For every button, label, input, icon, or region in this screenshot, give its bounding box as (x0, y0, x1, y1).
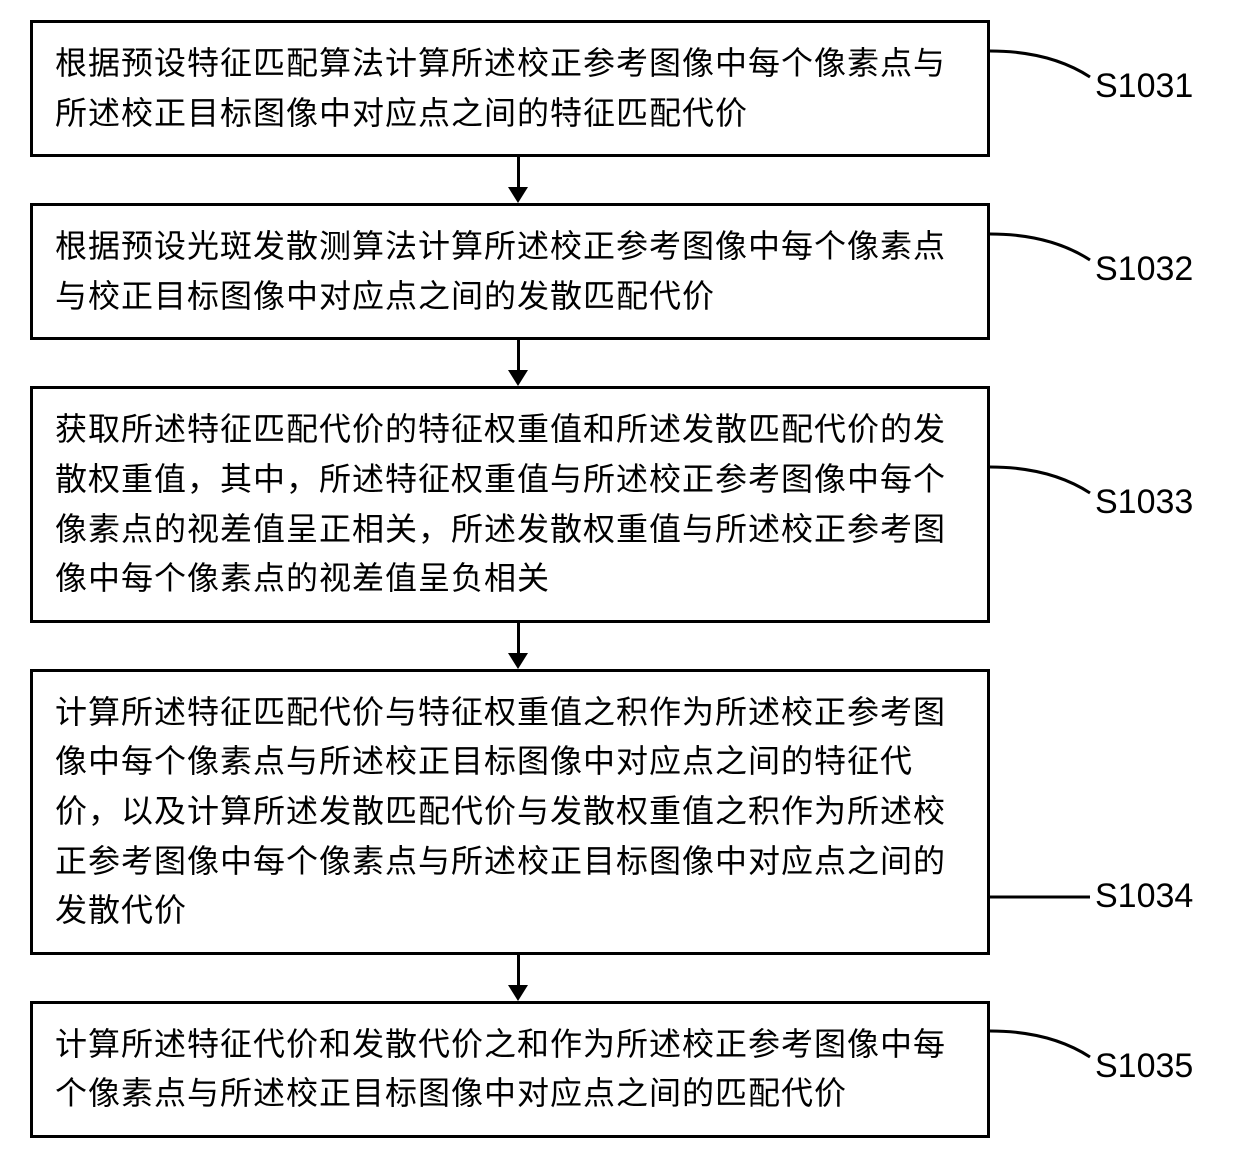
arrow-line (517, 623, 520, 653)
step-box-4: 计算所述特征匹配代价与特征权重值之积作为所述校正参考图像中每个像素点与所述校正目… (30, 669, 990, 955)
connector-area-2: S1032 (990, 232, 1210, 312)
flowchart-container: 根据预设特征匹配算法计算所述校正参考图像中每个像素点与所述校正目标图像中对应点之… (30, 20, 1210, 1138)
arrow-line (517, 157, 520, 187)
step-label-1: S1031 (1095, 67, 1193, 106)
arrow-head-icon (508, 653, 528, 669)
step-box-5: 计算所述特征代价和发散代价之和作为所述校正参考图像中每个像素点与所述校正目标图像… (30, 1001, 990, 1138)
arrow-line (517, 955, 520, 985)
connector-area-1: S1031 (990, 49, 1210, 129)
step-label-4: S1034 (1095, 877, 1193, 916)
arrow-4 (508, 955, 528, 1001)
arrow-head-icon (508, 187, 528, 203)
step-label-2: S1032 (1095, 250, 1193, 289)
arrow-line (517, 340, 520, 370)
connector-area-4: S1034 (990, 772, 1210, 852)
connector-area-5: S1035 (990, 1029, 1210, 1109)
step-row: 获取所述特征匹配代价的特征权重值和所述发散匹配代价的发散权重值，其中，所述特征权… (30, 386, 1210, 622)
connector-line-4 (990, 772, 1120, 972)
arrow-1 (508, 157, 528, 203)
step-box-1: 根据预设特征匹配算法计算所述校正参考图像中每个像素点与所述校正目标图像中对应点之… (30, 20, 990, 157)
step-row: 根据预设特征匹配算法计算所述校正参考图像中每个像素点与所述校正目标图像中对应点之… (30, 20, 1210, 157)
step-row: 计算所述特征匹配代价与特征权重值之积作为所述校正参考图像中每个像素点与所述校正目… (30, 669, 1210, 955)
step-label-3: S1033 (1095, 483, 1193, 522)
arrow-head-icon (508, 370, 528, 386)
step-box-3: 获取所述特征匹配代价的特征权重值和所述发散匹配代价的发散权重值，其中，所述特征权… (30, 386, 990, 622)
arrow-head-icon (508, 985, 528, 1001)
step-box-2: 根据预设光斑发散测算法计算所述校正参考图像中每个像素点与校正目标图像中对应点之间… (30, 203, 990, 340)
step-row: 计算所述特征代价和发散代价之和作为所述校正参考图像中每个像素点与所述校正目标图像… (30, 1001, 1210, 1138)
arrow-2 (508, 340, 528, 386)
arrow-3 (508, 623, 528, 669)
connector-area-3: S1033 (990, 465, 1210, 545)
step-label-5: S1035 (1095, 1047, 1193, 1086)
step-row: 根据预设光斑发散测算法计算所述校正参考图像中每个像素点与校正目标图像中对应点之间… (30, 203, 1210, 340)
